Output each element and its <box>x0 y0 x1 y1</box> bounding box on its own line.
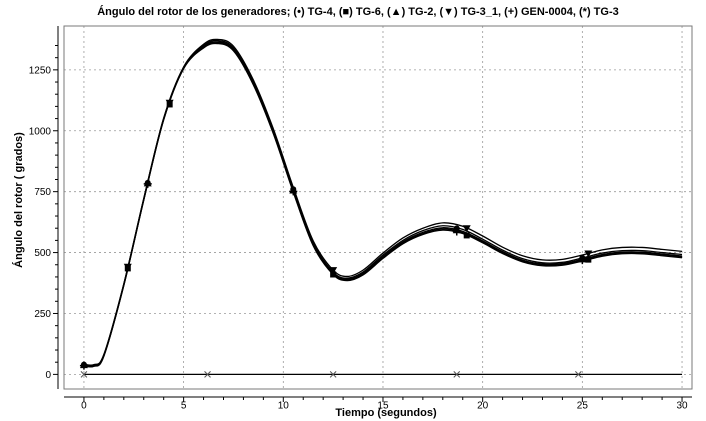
chart-title: Ángulo del rotor de los generadores; (•)… <box>97 5 619 18</box>
x-tick-label: 15 <box>377 400 389 411</box>
series-marker-square <box>463 232 470 239</box>
y-tick-label: 250 <box>34 309 51 320</box>
series-marker-star <box>204 371 211 378</box>
grid <box>64 26 692 389</box>
x-axis: 0 5 10 15 20 25 30 <box>64 396 692 411</box>
series-line-5 <box>83 42 683 368</box>
x-tick-label: 30 <box>676 400 688 411</box>
series-marker-triangle-down <box>123 263 132 271</box>
series-layer <box>83 38 683 376</box>
series-marker-triangle-down <box>584 250 593 258</box>
x-tick-label: 25 <box>577 400 589 411</box>
series-marker-plus <box>452 227 461 236</box>
series-marker-star <box>80 371 88 378</box>
y-tick-label: 750 <box>34 187 51 198</box>
marker-layer <box>79 99 593 378</box>
series-marker-star <box>453 371 461 378</box>
x-tick-label: 20 <box>477 400 489 411</box>
y-axis: 0 250 500 750 1000 1250 <box>29 26 59 389</box>
series-marker-triangle-down <box>165 99 174 107</box>
plot-frame <box>63 25 693 390</box>
series-marker-square <box>330 271 337 278</box>
x-tick-label: 10 <box>278 400 290 411</box>
y-tick-label: 1000 <box>29 126 52 137</box>
series-marker-star <box>329 371 337 378</box>
y-axis-label: Ángulo del rotor ( grados) <box>12 132 25 268</box>
y-tick-label: 0 <box>45 370 51 381</box>
series-marker-star <box>575 371 582 378</box>
series-marker-plus <box>289 187 298 196</box>
y-tick-label: 1250 <box>29 65 52 76</box>
series-marker-plus <box>79 361 88 370</box>
series-marker-square <box>585 256 592 263</box>
series-marker-plus <box>143 179 152 188</box>
x-axis-label: Tiempo (segundos) <box>335 407 437 419</box>
series-marker-triangle-down <box>329 267 338 275</box>
series-marker-triangle-down <box>462 225 471 233</box>
x-tick-label: 5 <box>181 400 187 411</box>
x-tick-label: 0 <box>81 400 87 411</box>
series-marker-plus <box>578 256 587 265</box>
y-tick-label: 500 <box>34 248 51 259</box>
